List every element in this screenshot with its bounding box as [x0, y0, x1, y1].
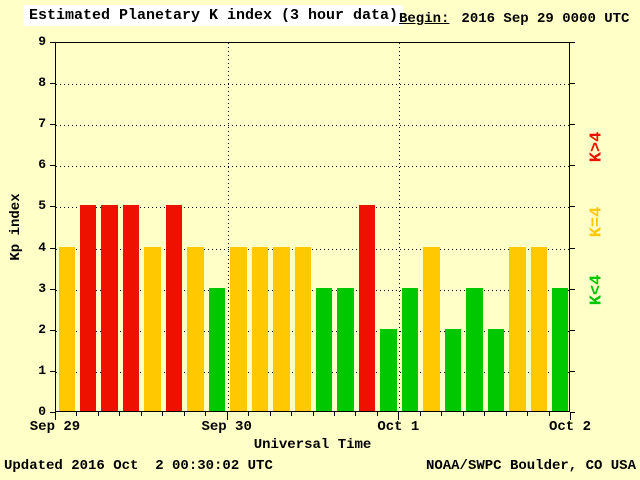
y-tick-label: 2 — [38, 321, 46, 337]
y-tick-label: 8 — [38, 75, 46, 91]
legend-k-above-4: K>4 — [587, 131, 607, 163]
y-tick-right — [570, 370, 575, 372]
x-tick-minor — [462, 412, 464, 416]
x-tick-minor — [355, 412, 357, 416]
begin-timestamp: Begin: 2016 Sep 29 0000 UTC — [399, 11, 629, 27]
legend-k-below-4: K<4 — [587, 274, 607, 306]
y-tick-label: 4 — [38, 239, 46, 255]
kp-bar — [509, 246, 526, 411]
x-tick-minor — [97, 412, 99, 416]
x-tick-minor — [419, 412, 421, 416]
kp-bar — [79, 205, 97, 411]
x-tick-minor — [376, 412, 378, 416]
x-day-label: Oct 1 — [377, 419, 420, 435]
x-tick-minor — [291, 412, 293, 416]
gridline-horizontal — [56, 166, 569, 168]
y-tick-label: 1 — [38, 362, 46, 378]
y-tick-right — [570, 165, 575, 167]
y-tick-right — [570, 412, 575, 413]
kp-bar — [187, 246, 204, 411]
x-day-label: Oct 2 — [548, 419, 591, 435]
gridline-vertical — [227, 43, 229, 411]
kp-bar — [487, 328, 505, 411]
x-tick-minor — [269, 412, 271, 416]
x-tick-minor — [505, 412, 507, 416]
kp-bar — [530, 246, 548, 411]
kp-bar — [101, 205, 118, 411]
y-tick-right — [570, 329, 575, 331]
y-tick-right — [570, 42, 575, 43]
gridline-horizontal — [56, 207, 569, 209]
begin-value: 2016 Sep 29 0000 UTC — [461, 11, 630, 27]
source-credit: NOAA/SWPC Boulder, CO USA — [425, 458, 636, 474]
x-tick-minor — [333, 412, 335, 416]
kp-bar — [208, 287, 226, 411]
y-axis-title: Kp index — [8, 193, 24, 261]
chart-title: Estimated Planetary K index (3 hour data… — [24, 5, 404, 26]
kp-bar — [423, 246, 440, 411]
legend-k-equal-4: K=4 — [587, 206, 607, 238]
gridline-horizontal — [56, 248, 569, 250]
x-tick-minor — [527, 412, 529, 416]
x-tick-minor — [441, 412, 443, 416]
y-tick-left — [50, 412, 55, 413]
kp-bar — [294, 246, 311, 411]
x-tick-minor — [484, 412, 486, 416]
x-day-label: Sep 30 — [201, 419, 252, 435]
kp-bar — [552, 287, 569, 411]
x-tick-minor — [205, 412, 207, 416]
x-tick-minor — [162, 412, 164, 416]
x-tick-minor — [248, 412, 250, 416]
x-day-label: Sep 29 — [29, 419, 81, 435]
x-axis-title: Universal Time — [253, 437, 372, 453]
y-tick-right — [570, 288, 575, 290]
gridline-horizontal — [56, 84, 569, 86]
kp-bar — [251, 246, 269, 411]
y-tick-right — [570, 206, 575, 208]
x-tick-day — [398, 412, 400, 420]
kp-bar — [337, 287, 354, 411]
kp-bar — [466, 287, 483, 411]
updated-timestamp: Updated 2016 Oct 2 00:30:02 UTC — [4, 458, 273, 474]
kp-bar — [122, 205, 140, 411]
kp-bar — [401, 287, 419, 411]
gridline-vertical — [399, 43, 401, 411]
x-tick-minor — [119, 412, 121, 416]
kp-bar — [273, 246, 290, 411]
gridline-horizontal — [56, 125, 569, 127]
begin-label: Begin: — [399, 11, 450, 27]
x-tick-day — [55, 412, 56, 420]
y-tick-label: 6 — [38, 157, 46, 173]
kp-bar — [380, 328, 397, 411]
y-tick-label: 9 — [38, 34, 46, 49]
gridline-horizontal — [56, 330, 569, 332]
y-tick-label: 7 — [38, 116, 46, 132]
kp-bar — [316, 287, 333, 411]
y-tick-label: 3 — [38, 280, 46, 296]
y-tick-label: 5 — [38, 198, 46, 214]
kp-bar — [165, 205, 183, 411]
kp-bar — [444, 328, 462, 411]
kp-bar — [230, 246, 247, 411]
kp-bar — [144, 246, 161, 411]
x-tick-day — [226, 412, 228, 420]
x-tick-minor — [76, 412, 78, 416]
y-tick-right — [570, 124, 575, 126]
x-tick-minor — [548, 412, 550, 416]
gridline-horizontal — [56, 371, 569, 373]
y-tick-right — [570, 83, 575, 85]
y-tick-label: 0 — [38, 404, 46, 419]
y-tick-right — [570, 247, 575, 249]
gridline-horizontal — [56, 289, 569, 291]
kp-bar — [358, 205, 376, 411]
plot-area — [55, 42, 570, 412]
x-tick-minor — [312, 412, 314, 416]
x-tick-minor — [183, 412, 185, 416]
kp-bar — [58, 246, 75, 411]
x-tick-minor — [140, 412, 142, 416]
x-tick-day — [570, 412, 571, 420]
